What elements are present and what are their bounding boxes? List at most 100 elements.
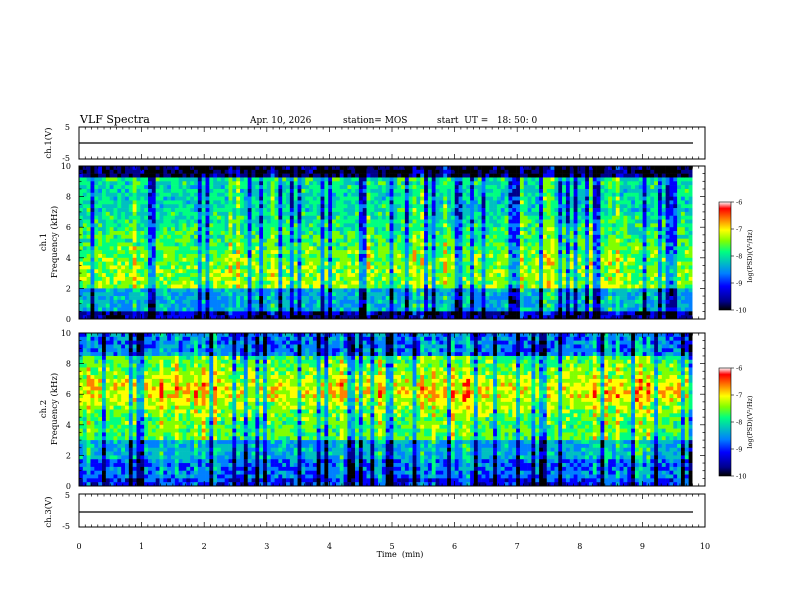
spectrogram-cell	[309, 216, 313, 220]
spectrogram-cell	[129, 231, 133, 235]
spectrogram-cell	[321, 254, 325, 258]
spectrogram-cell	[393, 304, 397, 308]
spectrogram-cell	[512, 212, 516, 216]
spectrogram-cell	[252, 292, 256, 296]
spectrogram-cell	[405, 250, 409, 254]
spectrogram-cell	[267, 254, 271, 258]
spectrogram-cell	[117, 285, 121, 289]
spectrogram-cell	[301, 185, 305, 189]
spectrogram-cell	[321, 170, 325, 174]
spectrogram-cell	[183, 292, 187, 296]
spectrogram-cell	[336, 308, 340, 312]
spectrogram-cell	[474, 281, 478, 285]
spectrogram-cell	[413, 216, 417, 220]
spectrogram-cell	[102, 254, 106, 258]
spectrogram-cell	[282, 220, 286, 224]
spectrogram-cell	[83, 296, 87, 300]
spectrogram-cell	[321, 181, 325, 185]
spectrogram-cell	[152, 189, 156, 193]
spectrogram-cell	[106, 258, 110, 262]
spectrogram-cell	[186, 246, 190, 250]
spectrogram-cell	[106, 288, 110, 292]
spectrogram-cell	[447, 273, 451, 277]
spectrogram-cell	[267, 231, 271, 235]
spectrogram-cell	[144, 231, 148, 235]
spectrogram-cell	[424, 216, 428, 220]
spectrogram-cell	[416, 216, 420, 220]
spectrogram-cell	[83, 208, 87, 212]
spectrogram-cell	[144, 269, 148, 273]
spectrogram-cell	[424, 285, 428, 289]
spectrogram-cell	[474, 311, 478, 315]
spectrogram-cell	[140, 193, 144, 197]
spectrogram-cell	[121, 292, 125, 296]
spectrogram-cell	[156, 243, 160, 247]
spectrogram-cell	[171, 292, 175, 296]
spectrogram-cell	[466, 292, 470, 296]
spectrogram-cell	[79, 304, 83, 308]
spectrogram-cell	[336, 223, 340, 227]
spectrogram-cell	[520, 277, 524, 281]
spectrogram-cell	[386, 265, 390, 269]
spectrogram-cell	[206, 243, 210, 247]
spectrogram-cell	[194, 235, 198, 239]
spectrogram-cell	[328, 308, 332, 312]
spectrogram-cell	[321, 231, 325, 235]
spectrogram-cell	[328, 285, 332, 289]
spectrogram-cell	[535, 193, 539, 197]
spectrogram-cell	[125, 204, 129, 208]
spectrogram-cell	[160, 239, 164, 243]
spectrogram-cell	[355, 277, 359, 281]
spectrogram-cell	[474, 204, 478, 208]
spectrogram-cell	[160, 304, 164, 308]
spectrogram-cell	[263, 277, 267, 281]
spectrogram-cell	[420, 273, 424, 277]
spectrogram-cell	[370, 181, 374, 185]
spectrogram-cell	[175, 231, 179, 235]
spectrogram-cell	[482, 227, 486, 231]
spectrogram-cell	[232, 304, 236, 308]
spectrogram-cell	[344, 296, 348, 300]
spectrogram-cell	[125, 269, 129, 273]
spectrogram-cell	[324, 197, 328, 201]
spectrogram-cell	[190, 254, 194, 258]
spectrogram-cell	[355, 243, 359, 247]
spectrogram-cell	[451, 265, 455, 269]
spectrogram-cell	[160, 174, 164, 178]
spectrogram-cell	[79, 227, 83, 231]
spectrogram-cell	[317, 300, 321, 304]
spectrogram-cell	[282, 174, 286, 178]
spectrogram-cell	[94, 200, 98, 204]
spectrogram-cell	[443, 273, 447, 277]
spectrogram-cell	[413, 281, 417, 285]
spectrogram-cell	[206, 181, 210, 185]
spectrogram-cell	[232, 277, 236, 281]
spectrogram-cell	[363, 296, 367, 300]
spectrogram-cell	[236, 296, 240, 300]
spectrogram-cell	[428, 227, 432, 231]
spectrogram-cell	[397, 177, 401, 181]
spectrogram-cell	[416, 220, 420, 224]
spectrogram-cell	[447, 262, 451, 266]
spectrogram-cell	[301, 181, 305, 185]
spectrogram-cell	[217, 269, 221, 273]
spectrogram-cell	[501, 227, 505, 231]
spectrogram-cell	[397, 308, 401, 312]
spectrogram-cell	[190, 185, 194, 189]
spectrogram-cell	[531, 223, 535, 227]
spectrogram-cell	[301, 246, 305, 250]
spectrogram-cell	[83, 189, 87, 193]
spectrogram-cell	[524, 292, 528, 296]
spectrogram-cell	[531, 300, 535, 304]
spectrogram-cell	[370, 216, 374, 220]
spectrogram-cell	[409, 285, 413, 289]
spectrogram-cell	[221, 223, 225, 227]
spectrogram-cell	[370, 204, 374, 208]
spectrogram-cell	[459, 216, 463, 220]
spectrogram-cell	[508, 250, 512, 254]
spectrogram-cell	[190, 223, 194, 227]
spectrogram-cell	[129, 193, 133, 197]
spectrogram-cell	[420, 285, 424, 289]
spectrogram-cell	[332, 288, 336, 292]
spectrogram-cell	[198, 216, 202, 220]
